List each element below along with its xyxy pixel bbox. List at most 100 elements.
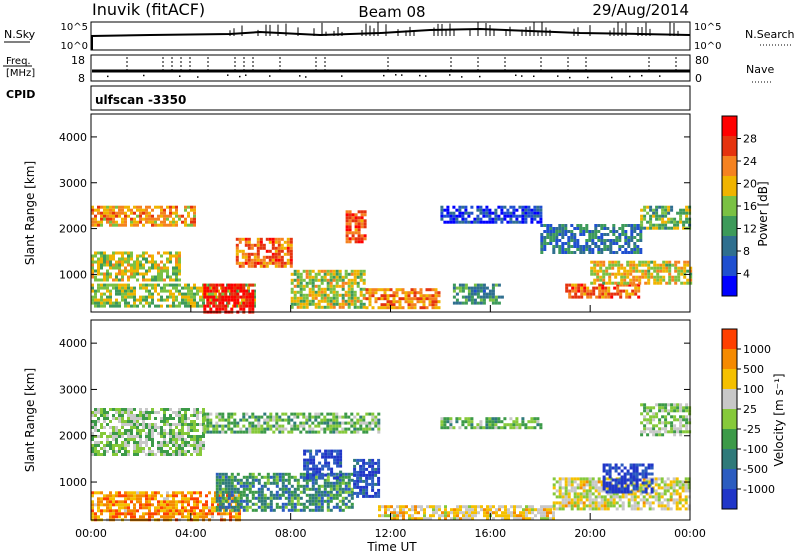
heatmap-cell	[600, 501, 604, 505]
heatmap-cell	[393, 511, 396, 515]
heatmap-cell	[139, 283, 142, 287]
heatmap-cell	[121, 444, 124, 447]
heatmap-cell	[202, 435, 205, 438]
heatmap-cell	[641, 475, 645, 479]
heatmap-cell	[112, 453, 115, 456]
heatmap-cell	[178, 217, 181, 221]
heatmap-cell	[320, 293, 324, 297]
heatmap-cell	[371, 427, 375, 431]
heatmap-cell	[498, 514, 501, 518]
heatmap-cell	[353, 296, 357, 300]
heatmap-cell	[627, 239, 631, 242]
heatmap-cell	[127, 417, 130, 420]
heatmap-cell	[175, 414, 178, 417]
heatmap-cell	[306, 464, 310, 468]
heatmap-cell	[536, 420, 540, 424]
nave-tick-high: 80	[695, 54, 709, 67]
heatmap-cell	[661, 427, 665, 431]
heatmap-cell	[166, 497, 169, 501]
heatmap-cell	[558, 239, 562, 242]
heatmap-cell	[658, 406, 662, 410]
heatmap-cell	[263, 412, 267, 416]
heatmap-cell	[274, 246, 278, 250]
heatmap-cell	[136, 260, 139, 264]
heatmap-cell	[627, 236, 631, 239]
heatmap-cell	[629, 490, 633, 494]
heatmap-cell	[290, 430, 294, 434]
heatmap-cell	[224, 508, 228, 512]
heatmap-cell	[94, 408, 97, 411]
heatmap-cell	[103, 444, 106, 447]
heatmap-cell	[118, 301, 121, 305]
heatmap-cell	[142, 450, 145, 453]
heatmap-cell	[579, 507, 583, 511]
heatmap-cell	[317, 496, 321, 500]
heatmap-cell	[127, 278, 130, 282]
heatmap-cell	[184, 205, 187, 209]
heatmap-cell	[136, 298, 139, 302]
heatmap-cell	[236, 424, 240, 428]
heatmap-cell	[130, 512, 133, 516]
heatmap-cell	[561, 504, 565, 508]
heatmap-cell	[662, 278, 666, 282]
heatmap-cell	[525, 511, 528, 515]
heatmap-cell	[118, 447, 121, 450]
heatmap-cell	[585, 495, 589, 499]
heatmap-cell	[603, 501, 607, 505]
heatmap-cell	[172, 411, 175, 414]
heatmap-cell	[500, 217, 504, 221]
heatmap-cell	[332, 275, 336, 279]
heatmap-cell	[374, 491, 378, 495]
heatmap-cell	[160, 432, 163, 435]
heatmap-cell	[602, 272, 606, 276]
heatmap-cell	[160, 503, 163, 507]
heatmap-cell	[321, 467, 325, 471]
heatmap-cell	[211, 512, 214, 516]
heatmap-cell	[350, 502, 354, 506]
heatmap-cell	[275, 493, 279, 497]
heatmap-cell	[218, 487, 222, 491]
heatmap-cell	[175, 211, 178, 215]
heatmap-cell	[275, 472, 279, 476]
heatmap-cell	[428, 297, 432, 301]
heatmap-cell	[130, 494, 133, 498]
nave-label: Nave	[746, 63, 774, 76]
colorbar-tick-label: 4	[743, 268, 750, 281]
heatmap-cell	[318, 449, 322, 453]
heatmap-cell	[130, 414, 133, 417]
heatmap-cell	[667, 208, 671, 212]
heatmap-cell	[642, 495, 646, 499]
heatmap-cell	[275, 424, 279, 428]
heatmap-cell	[365, 421, 369, 425]
heatmap-cell	[683, 281, 687, 285]
heatmap-cell	[621, 227, 625, 230]
heatmap-cell	[479, 295, 483, 299]
heatmap-cell	[193, 283, 196, 287]
heatmap-cell	[642, 483, 646, 487]
heatmap-cell	[148, 453, 151, 456]
heatmap-cell	[227, 424, 231, 428]
heatmap-cell	[166, 491, 169, 495]
heatmap-cell	[269, 493, 273, 497]
heatmap-cell	[591, 242, 595, 245]
heatmap-cell	[172, 278, 175, 282]
heatmap-cell	[615, 501, 619, 505]
heatmap-cell	[139, 432, 142, 435]
heatmap-cell	[218, 475, 222, 479]
heatmap-cell	[172, 205, 175, 209]
heatmap-cell	[160, 444, 163, 447]
heatmap-cell	[163, 289, 166, 293]
heatmap-cell	[302, 427, 306, 431]
heatmap-cell	[350, 490, 354, 494]
heatmap-cell	[284, 478, 288, 482]
heatmap-cell	[452, 214, 456, 218]
heatmap-cell	[363, 222, 367, 226]
heatmap-cell	[94, 441, 97, 444]
heatmap-cell	[360, 213, 364, 217]
heatmap-cell	[97, 289, 100, 293]
heatmap-cell	[314, 412, 318, 416]
heatmap-cell	[642, 498, 646, 502]
heatmap-cell	[629, 281, 633, 285]
heatmap-cell	[281, 427, 285, 431]
heatmap-cell	[175, 411, 178, 414]
